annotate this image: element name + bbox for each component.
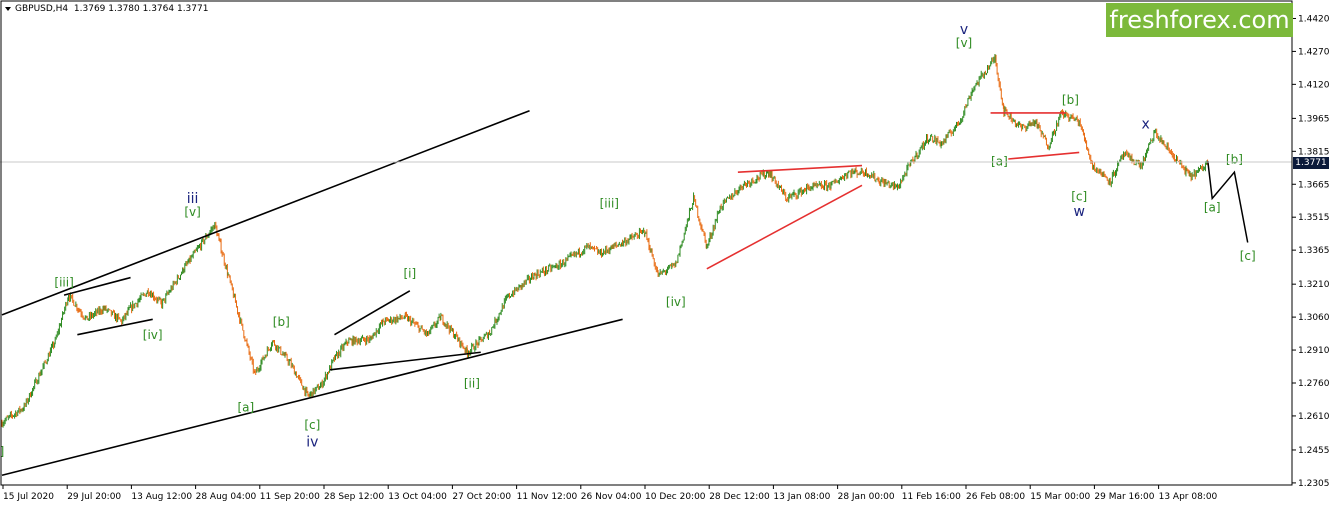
wave-label: [c] — [304, 418, 320, 432]
x-tick-label: 28 Dec 12:00 — [709, 492, 770, 502]
y-tick-label: 1.3515 — [1298, 213, 1330, 223]
dropdown-arrow-icon[interactable] — [5, 6, 11, 11]
wave-label: [v] — [184, 205, 200, 219]
x-tick-label: 13 Aug 12:00 — [131, 492, 192, 502]
symbol-label: GBPUSD,H4 — [15, 4, 69, 14]
wave-label: w — [1073, 204, 1084, 220]
triangle2-lower-line — [1008, 151, 1080, 160]
x-tick-label: 15 Mar 00:00 — [1030, 492, 1090, 502]
plot-frame — [0, 0, 1293, 486]
y-tick-label: 1.4420 — [1298, 14, 1330, 24]
y-tick-label: 1.2305 — [1298, 479, 1330, 489]
wave-label: [b] — [1062, 93, 1079, 107]
wave-label: [b] — [1226, 152, 1243, 166]
y-tick-label: 1.4120 — [1298, 80, 1330, 90]
trendlines — [1, 109, 1080, 476]
forecast-path — [1207, 160, 1249, 243]
wave-label: v — [960, 22, 968, 38]
triangle1-lower-line — [706, 184, 863, 270]
x-tick-label: 13 Jan 08:00 — [773, 492, 830, 502]
channel-upper-line — [1, 109, 530, 316]
wedge2-upper-line — [334, 290, 411, 336]
forecast-line — [1207, 160, 1249, 243]
wave-label: [ii] — [464, 376, 480, 390]
wave-label: iv — [306, 435, 318, 451]
x-tick-label: 11 Feb 16:00 — [902, 492, 961, 502]
y-tick-label: 1.2455 — [1298, 446, 1330, 456]
y-tick-label: 1.3060 — [1298, 313, 1330, 323]
y-tick-label: 1.2610 — [1298, 412, 1330, 422]
y-tick-label: 1.3815 — [1298, 147, 1330, 157]
x-tick-label: 26 Feb 08:00 — [966, 492, 1025, 502]
y-tick-label: 1.3210 — [1298, 280, 1330, 290]
x-tick-label: 28 Jan 00:00 — [838, 492, 895, 502]
wedge2-lower-line — [329, 351, 481, 371]
x-tick-label: 26 Nov 04:00 — [581, 492, 642, 502]
wave-label: x — [1142, 116, 1150, 132]
y-tick-label: 1.2910 — [1298, 346, 1330, 356]
x-tick-label: 28 Aug 04:00 — [196, 492, 257, 502]
x-tick-label: 10 Dec 20:00 — [645, 492, 706, 502]
wave-labels: ][iii][iv]iii[v][a][b][c]iv[i][ii][iii][… — [0, 22, 1256, 459]
channel-lower-line — [1, 318, 623, 476]
wave-label: [c] — [1240, 249, 1256, 263]
wave-label: [v] — [956, 36, 972, 50]
y-tick-label: 1.2760 — [1298, 379, 1330, 389]
wave-label: [b] — [273, 315, 290, 329]
wave-label: [iv] — [143, 328, 163, 342]
symbol-header: GBPUSD,H4 1.3769 1.3780 1.3764 1.3771 — [5, 4, 208, 14]
y-tick-label: 1.3965 — [1298, 114, 1330, 124]
brand-logo: freshforex.com — [1106, 3, 1293, 37]
y-tick-label: 1.3665 — [1298, 180, 1330, 190]
current-price-badge: 1.3771 — [1293, 157, 1329, 169]
x-tick-label: 13 Apr 08:00 — [1159, 492, 1218, 502]
wave-label: [a] — [237, 401, 254, 415]
wave-label: [iv] — [666, 295, 686, 309]
y-tick-label: 1.4270 — [1298, 47, 1330, 57]
x-tick-label: 13 Oct 04:00 — [388, 492, 447, 502]
wave-label: [c] — [1071, 190, 1087, 204]
x-tick-label: 11 Nov 12:00 — [517, 492, 578, 502]
x-tick-label: 29 Jul 20:00 — [67, 492, 121, 502]
time-axis: 15 Jul 2020 29 Jul 20:00 13 Aug 12:00 28 Au… — [2, 485, 1218, 502]
wave-label: [iii] — [600, 196, 619, 210]
wedge1-lower-line — [77, 318, 153, 336]
wedge1-upper-line — [63, 276, 131, 296]
price-series — [1, 54, 1209, 428]
x-tick-label: 27 Oct 20:00 — [452, 492, 511, 502]
triangle1-upper-line — [737, 164, 863, 173]
y-tick-label: 1.3365 — [1298, 246, 1330, 256]
wave-label: ] — [0, 445, 4, 459]
wave-label: [iii] — [54, 275, 73, 289]
wave-label: [a] — [1204, 201, 1221, 215]
x-tick-label: 29 Mar 16:00 — [1094, 492, 1154, 502]
ohlc-values: 1.3769 1.3780 1.3764 1.3771 — [73, 4, 209, 14]
x-tick-label: 15 Jul 2020 — [3, 492, 54, 502]
wave-label: iii — [187, 191, 199, 207]
x-tick-label: 11 Sep 20:00 — [260, 492, 320, 502]
price-axis: 1.2305 1.2455 1.2610 1.2760 1.2910 1.3060 1.32… — [1292, 14, 1330, 489]
x-tick-label: 28 Sep 12:00 — [324, 492, 384, 502]
wave-label: [i] — [403, 267, 416, 281]
